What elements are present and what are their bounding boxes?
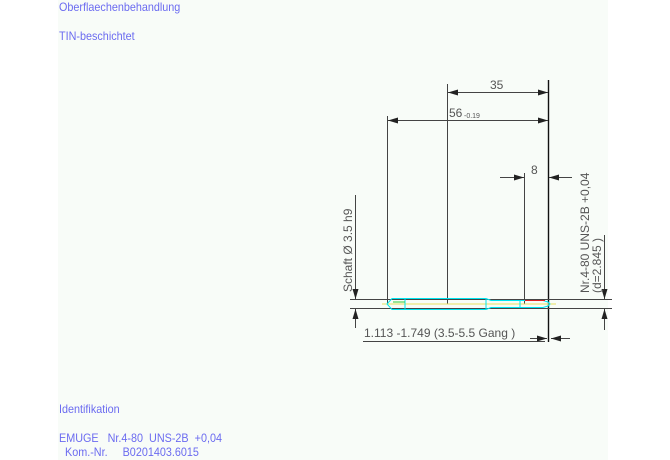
dim-56-tolerance: -0.19 bbox=[464, 113, 480, 120]
identification-label: Identifikation bbox=[59, 402, 120, 416]
identification-line-2: Kom.-Nr. B0201403.6015 bbox=[59, 445, 199, 459]
thread-spec-label: Nr.4-80 UNS-2B +0,04 bbox=[578, 172, 592, 293]
surface-treatment-label: Oberflaechenbehandlung bbox=[59, 0, 181, 14]
surface-treatment-value: TIN-beschichtet bbox=[59, 29, 135, 43]
dim-8-label: 8 bbox=[531, 163, 538, 177]
dim-35-label: 35 bbox=[490, 78, 504, 92]
drawing-sheet bbox=[58, 0, 608, 460]
shank-diameter-label: Schaft Ø 3.5 h9 bbox=[341, 208, 355, 292]
thread-diameter-label: (d=2.845 ) bbox=[590, 238, 604, 293]
core-diameter-label: 1.113 -1.749 (3.5-5.5 Gang ) bbox=[364, 326, 515, 340]
tap-tool-outline bbox=[382, 298, 556, 310]
dim-56-label: 56 bbox=[449, 106, 463, 120]
identification-line-1: EMUGE Nr.4-80 UNS-2B +0,04 bbox=[59, 431, 222, 445]
